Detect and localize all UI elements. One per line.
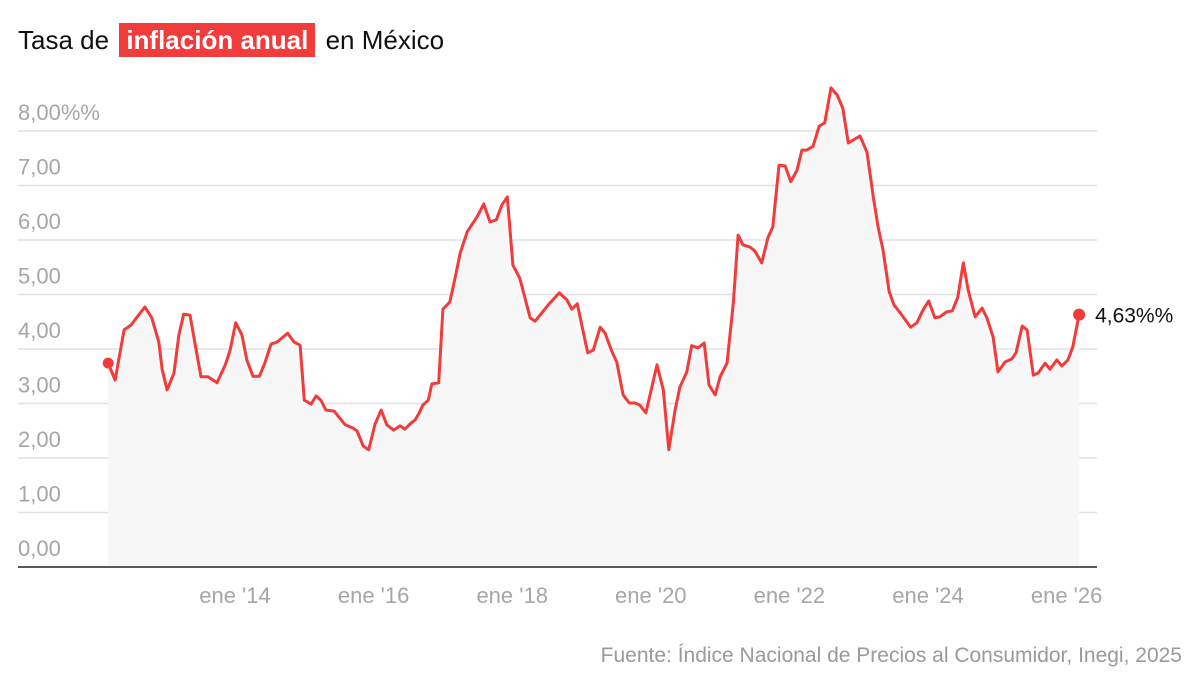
y-tick-label: 2,00	[18, 427, 61, 452]
end-point-marker	[1073, 308, 1086, 321]
chart-title: Tasa de inflación anual en México	[18, 22, 444, 58]
x-axis-labels: ene '14 ene '16 ene '18 ene '20 ene '22 ene '…	[199, 583, 1102, 608]
y-tick-label: 1,00	[18, 482, 61, 507]
x-tick-label: ene '26	[1031, 583, 1103, 608]
title-before: Tasa de	[18, 25, 110, 55]
y-tick-label: 0,00	[18, 536, 61, 561]
area-fill	[108, 87, 1080, 568]
y-tick-label: 5,00	[18, 264, 61, 289]
y-tick-label: 6,00	[18, 209, 61, 234]
y-axis-labels: 0,00 1,00 2,00 3,00 4,00 5,00 6,00 7,00 8,00%%	[18, 100, 100, 561]
x-tick-label: ene '22	[754, 583, 826, 608]
start-point-marker	[102, 357, 114, 369]
source-note: Fuente: Índice Nacional de Precios al Co…	[600, 644, 1182, 667]
y-tick-label: 4,00	[18, 318, 61, 343]
title-after: en México	[325, 25, 445, 55]
x-tick-label: ene '16	[338, 583, 410, 608]
y-tick-label: 3,00	[18, 373, 61, 398]
x-tick-label: ene '18	[476, 583, 548, 608]
x-tick-label: ene '14	[199, 583, 271, 608]
y-tick-label: 7,00	[18, 155, 61, 180]
end-value-label: 4,63%%	[1095, 305, 1173, 328]
x-tick-label: ene '24	[892, 583, 964, 608]
title-highlight: inflación anual	[119, 23, 316, 57]
series-line	[106, 86, 1081, 452]
y-tick-label: 8,00%%	[18, 100, 100, 125]
x-tick-label: ene '20	[615, 583, 687, 608]
